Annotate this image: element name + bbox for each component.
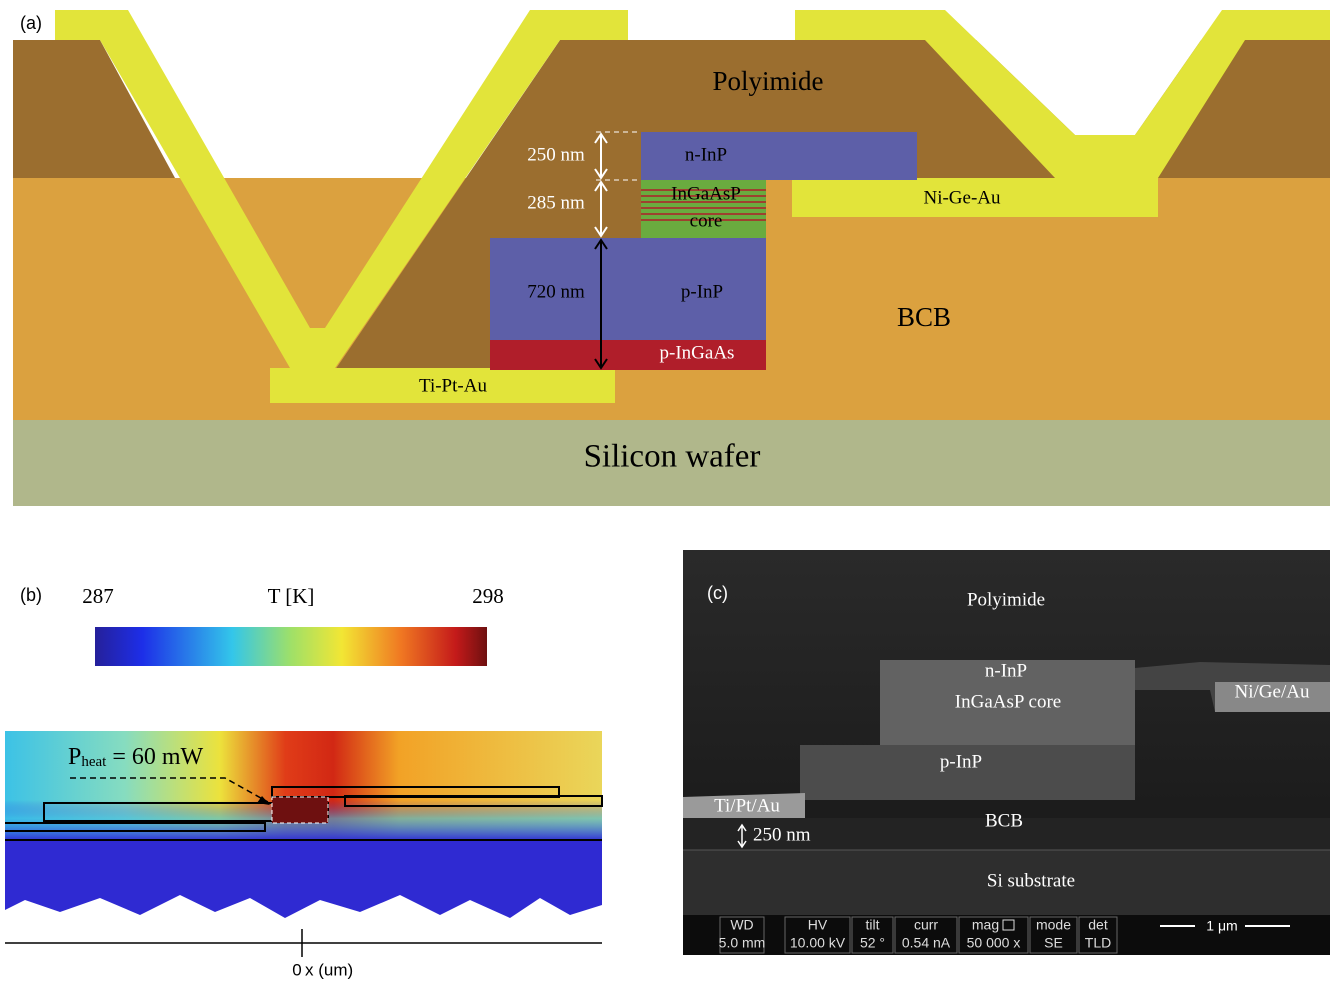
layer-label: Ni-Ge-Au bbox=[923, 187, 1001, 208]
info-value: 50 000 x bbox=[967, 935, 1021, 951]
layer-label: Silicon wafer bbox=[584, 439, 761, 475]
heat-source bbox=[272, 797, 328, 823]
colorbar-min: 287 bbox=[82, 584, 114, 608]
info-value: 10.00 kV bbox=[790, 935, 846, 951]
layer-label: Polyimide bbox=[712, 66, 823, 96]
info-header: HV bbox=[808, 917, 828, 933]
info-value: SE bbox=[1044, 935, 1063, 951]
info-header: tilt bbox=[866, 917, 880, 933]
info-header: det bbox=[1088, 917, 1108, 933]
sem-label: 250 nm bbox=[753, 824, 811, 845]
panel-label: (b) bbox=[20, 585, 42, 605]
panel-label: (c) bbox=[707, 583, 728, 603]
sem-label: Ti/Pt/Au bbox=[714, 795, 780, 816]
layer-label: p-InP bbox=[681, 281, 723, 302]
info-header: mag bbox=[972, 917, 999, 933]
info-header: WD bbox=[730, 917, 753, 933]
info-value: 52 ° bbox=[860, 935, 885, 951]
layer-label: BCB bbox=[897, 302, 951, 332]
info-value: TLD bbox=[1085, 935, 1111, 951]
x-axis-label: x (um) bbox=[305, 960, 353, 979]
info-header: curr bbox=[914, 917, 938, 933]
layer-label: p-InGaAs bbox=[660, 342, 735, 363]
scale-label: 1 μm bbox=[1206, 918, 1237, 934]
page: {"panel_a": {"label": "(a)", "layers": {… bbox=[0, 0, 1335, 985]
sem-label: p-InP bbox=[940, 751, 982, 772]
info-value: 5.0 mm bbox=[719, 935, 766, 951]
colorbar-max: 298 bbox=[472, 584, 504, 608]
n-inp-layer bbox=[641, 132, 917, 180]
panel-label: (a) bbox=[20, 13, 42, 33]
colorbar bbox=[95, 627, 487, 666]
layer-label: InGaAsP bbox=[671, 183, 741, 204]
sem-label: Ni/Ge/Au bbox=[1235, 681, 1310, 702]
dimension-label: 285 nm bbox=[527, 192, 585, 213]
colorbar-title: T [K] bbox=[268, 584, 315, 608]
layer-label: core bbox=[690, 210, 723, 231]
sem-label: n-InP bbox=[985, 660, 1027, 681]
figure: (a) Polyimide 250 nm n-InP 285 nm InGaAs… bbox=[0, 0, 1335, 985]
sem-label: InGaAsP core bbox=[955, 691, 1061, 712]
dimension-label: 720 nm bbox=[527, 281, 585, 302]
dimension-label: 250 nm bbox=[527, 144, 585, 165]
sem-label: Polyimide bbox=[967, 589, 1045, 610]
panel-a: (a) Polyimide 250 nm n-InP 285 nm InGaAs… bbox=[13, 10, 1330, 506]
info-header: mode bbox=[1036, 917, 1071, 933]
panel-c: (c) Polyimide n-InP InGaAsP core Ni/Ge/A… bbox=[683, 550, 1330, 955]
sem-label: BCB bbox=[985, 810, 1023, 831]
panel-b: (b) 287 T [K] 298 Pheat = 60 mW 0 x (um) bbox=[5, 584, 602, 980]
sem-label: Si substrate bbox=[987, 870, 1075, 891]
x-tick-label: 0 bbox=[292, 960, 301, 979]
layer-label: Ti-Pt-Au bbox=[419, 375, 487, 396]
layer-label: n-InP bbox=[685, 144, 727, 165]
substrate-field bbox=[5, 840, 602, 918]
info-value: 0.54 nA bbox=[902, 935, 951, 951]
